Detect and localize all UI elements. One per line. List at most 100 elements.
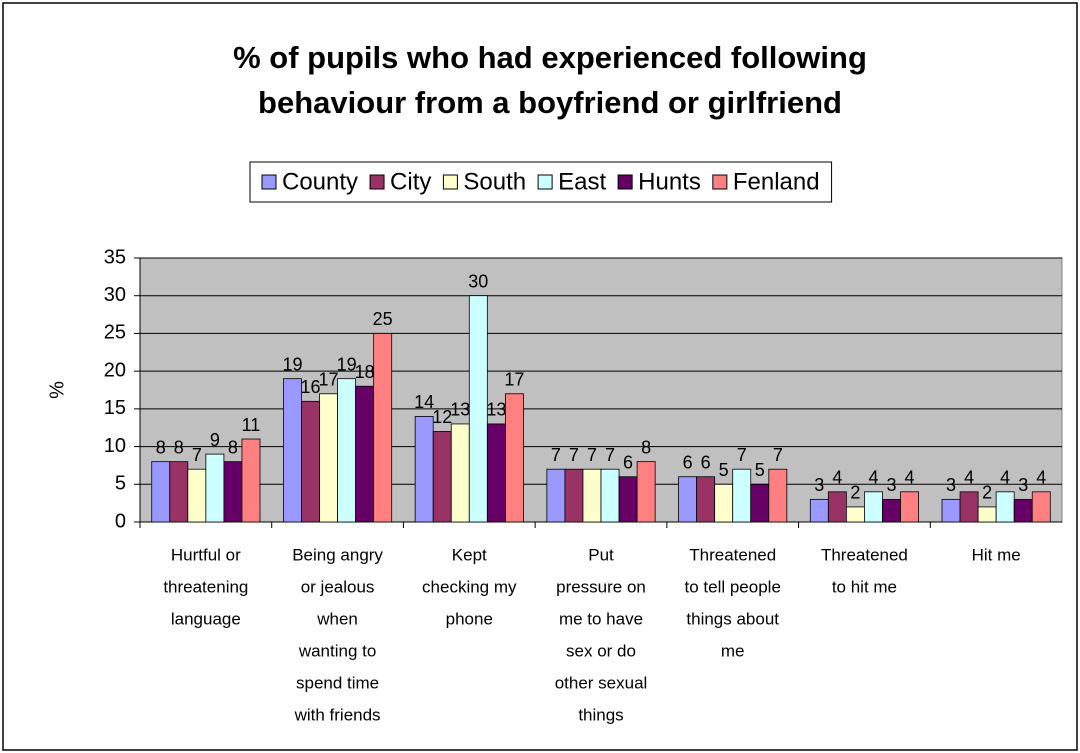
bar	[355, 385, 375, 523]
bar	[486, 423, 506, 523]
legend-label[interactable]: South	[463, 168, 526, 195]
bar	[414, 415, 434, 523]
data-label: 4	[905, 468, 915, 488]
x-tick-label: Hit me	[972, 545, 1021, 564]
data-label: 11	[242, 415, 261, 435]
bar	[636, 461, 656, 523]
bar	[600, 468, 620, 523]
bar	[750, 483, 770, 523]
x-tick-label: other sexual	[555, 673, 648, 692]
x-tick-label: sex or do	[566, 641, 636, 660]
x-tick-label: to tell people	[685, 577, 781, 596]
bar	[995, 491, 1015, 523]
data-label: 25	[373, 309, 393, 329]
data-label: 17	[319, 370, 339, 390]
bar	[564, 468, 584, 523]
bar	[678, 476, 698, 523]
bar	[732, 468, 752, 523]
data-label: 3	[946, 475, 956, 495]
legend-label[interactable]: Fenland	[733, 168, 820, 195]
data-label: 7	[569, 445, 579, 465]
data-label: 4	[868, 468, 878, 488]
bar	[432, 431, 452, 523]
x-tick-label: Threatened	[821, 545, 908, 564]
data-label: 3	[886, 475, 896, 495]
legend-swatch[interactable]	[617, 174, 633, 190]
bar	[845, 506, 865, 523]
data-label: 19	[282, 354, 302, 374]
legend-swatch[interactable]	[442, 174, 458, 190]
data-label: 7	[551, 445, 561, 465]
data-label: 13	[486, 400, 506, 420]
data-label: 3	[1018, 475, 1028, 495]
bar	[241, 438, 261, 523]
x-tick-label: me	[721, 641, 745, 660]
y-axis-title: %	[46, 381, 68, 399]
legend-swatch[interactable]	[369, 174, 385, 190]
legend-label[interactable]: East	[558, 168, 606, 195]
legend-swatch[interactable]	[261, 174, 277, 190]
x-tick-label: threatening	[163, 577, 248, 596]
data-label: 8	[641, 437, 651, 457]
x-tick-label: Threatened	[689, 545, 776, 564]
x-tick-label: Hurtful or	[171, 545, 241, 564]
data-label: 7	[737, 445, 747, 465]
legend-swatch[interactable]	[712, 174, 728, 190]
data-label: 13	[450, 400, 470, 420]
legend-label[interactable]: Hunts	[638, 168, 701, 195]
data-label: 6	[701, 452, 711, 472]
bar	[714, 483, 734, 523]
bar	[337, 378, 357, 523]
chart-title: behaviour from a boyfriend or girlfriend	[258, 85, 842, 120]
bar	[151, 461, 171, 523]
x-tick-label: or jealous	[301, 577, 375, 596]
x-tick-label: Kept	[452, 545, 487, 564]
legend-swatch[interactable]	[537, 174, 553, 190]
x-tick-label: Being angry	[292, 545, 383, 564]
data-label: 7	[192, 445, 202, 465]
bar	[959, 491, 979, 523]
bar	[900, 491, 919, 523]
bar	[809, 498, 829, 523]
data-label: 7	[587, 445, 597, 465]
data-label: 3	[814, 475, 824, 495]
bar	[977, 506, 997, 523]
bar	[223, 461, 243, 523]
data-label: 8	[156, 437, 166, 457]
x-tick-label: phone	[446, 609, 493, 628]
bar	[941, 498, 961, 523]
y-tick-label: 20	[104, 359, 126, 381]
y-tick-label: 0	[115, 510, 126, 532]
data-label: 14	[414, 392, 434, 412]
bar	[373, 333, 393, 523]
y-tick-label: 35	[104, 246, 126, 268]
bar	[319, 393, 338, 523]
bar	[582, 468, 602, 523]
data-label: 18	[355, 362, 375, 382]
x-tick-label: when	[316, 609, 358, 628]
x-tick-label: to hit me	[832, 577, 897, 596]
bar	[827, 491, 847, 523]
bar	[696, 476, 716, 523]
x-tick-label: things about	[686, 609, 779, 628]
legend-label[interactable]: City	[390, 168, 431, 195]
data-label: 8	[174, 437, 184, 457]
data-label: 16	[300, 377, 320, 397]
y-tick-label: 10	[104, 435, 126, 457]
data-label: 12	[432, 407, 452, 427]
bar	[504, 393, 524, 523]
legend-label[interactable]: County	[282, 168, 358, 195]
x-tick-label: spend time	[296, 673, 379, 692]
y-tick-label: 30	[104, 284, 126, 306]
bar	[468, 295, 488, 523]
bar	[1031, 491, 1051, 523]
data-label: 4	[832, 468, 842, 488]
bar	[618, 476, 638, 523]
bar	[205, 453, 225, 523]
x-tick-label: language	[171, 609, 241, 628]
bar	[169, 461, 189, 523]
bar	[301, 400, 320, 523]
data-label: 7	[605, 445, 615, 465]
data-label: 2	[982, 483, 992, 503]
